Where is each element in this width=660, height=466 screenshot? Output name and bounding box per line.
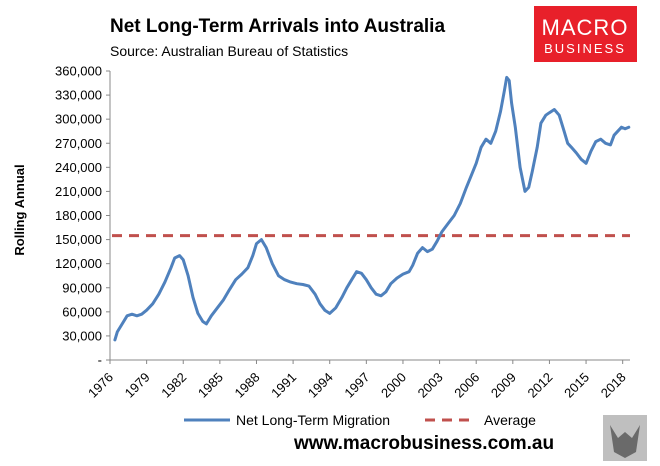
y-tick-label: 240,000 xyxy=(55,160,102,175)
footer-url: www.macrobusiness.com.au xyxy=(293,433,554,454)
x-tick-label: 2000 xyxy=(378,370,409,401)
legend-label-net-migration: Net Long-Term Migration xyxy=(236,412,390,428)
y-tick-label: - xyxy=(98,353,102,368)
y-axis-label: Rolling Annual xyxy=(12,164,27,255)
x-tick-label: 1991 xyxy=(268,370,299,401)
x-tick-label: 2015 xyxy=(561,370,592,401)
x-tick-label: 1982 xyxy=(158,370,189,401)
y-tick-label: 60,000 xyxy=(62,304,102,319)
x-tick-label: 2018 xyxy=(598,370,629,401)
x-axis: 1976 1979 1982 1985 1988 1991 1994 1997 2000 2003… xyxy=(85,359,630,401)
series-net-migration-line xyxy=(113,75,631,342)
chart-title: Net Long-Term Arrivals into Australia xyxy=(110,16,445,37)
x-tick-label: 1976 xyxy=(85,370,116,401)
chart-subtitle: Source: Australian Bureau of Statistics xyxy=(110,43,348,59)
x-tick-label: 1979 xyxy=(122,370,153,401)
x-tick-label: 2003 xyxy=(415,370,446,401)
y-tick-label: 90,000 xyxy=(62,280,102,295)
y-tick-label: 30,000 xyxy=(62,328,102,343)
y-tick-label: 210,000 xyxy=(55,184,102,199)
x-tick-label: 2012 xyxy=(525,370,556,401)
series-layer xyxy=(112,75,631,342)
y-tick-label: 180,000 xyxy=(55,208,102,223)
y-tick-label: 120,000 xyxy=(55,256,102,271)
y-tick-label: 360,000 xyxy=(55,64,102,79)
fox-icon xyxy=(603,415,647,461)
y-axis: - 30,000 60,000 90,000 120,000 150,000 180,000… xyxy=(55,64,111,368)
x-tick-label: 2009 xyxy=(488,370,519,401)
legend-label-average: Average xyxy=(484,412,536,428)
x-tick-label: 1994 xyxy=(305,370,336,401)
logo-line-1: MACRO xyxy=(542,15,629,40)
x-tick-label: 1988 xyxy=(232,370,263,401)
x-tick-label: 1997 xyxy=(341,370,372,401)
x-tick-label: 1985 xyxy=(195,370,226,401)
logo-line-2: BUSINESS xyxy=(544,41,626,56)
x-tick-label: 2006 xyxy=(451,370,482,401)
y-tick-label: 270,000 xyxy=(55,136,102,151)
logo-background xyxy=(534,6,637,62)
legend: Net Long-Term Migration Average xyxy=(184,412,536,428)
y-tick-label: 300,000 xyxy=(55,112,102,127)
y-tick-label: 330,000 xyxy=(55,88,102,103)
macrobusiness-logo: MACRO BUSINESS xyxy=(534,6,637,62)
y-tick-label: 150,000 xyxy=(55,232,102,247)
